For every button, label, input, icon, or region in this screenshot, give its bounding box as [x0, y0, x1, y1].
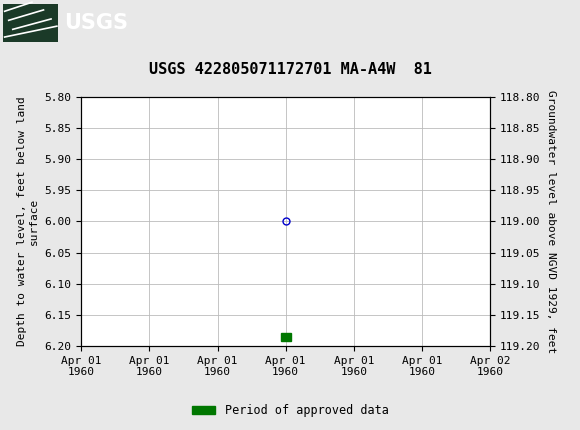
- Y-axis label: Depth to water level, feet below land
surface: Depth to water level, feet below land su…: [17, 97, 39, 346]
- FancyBboxPatch shape: [3, 3, 58, 42]
- Text: USGS 422805071172701 MA-A4W  81: USGS 422805071172701 MA-A4W 81: [148, 62, 432, 77]
- Y-axis label: Groundwater level above NGVD 1929, feet: Groundwater level above NGVD 1929, feet: [546, 90, 556, 353]
- Text: USGS: USGS: [64, 12, 128, 33]
- Legend: Period of approved data: Period of approved data: [187, 399, 393, 422]
- Bar: [281, 333, 291, 341]
